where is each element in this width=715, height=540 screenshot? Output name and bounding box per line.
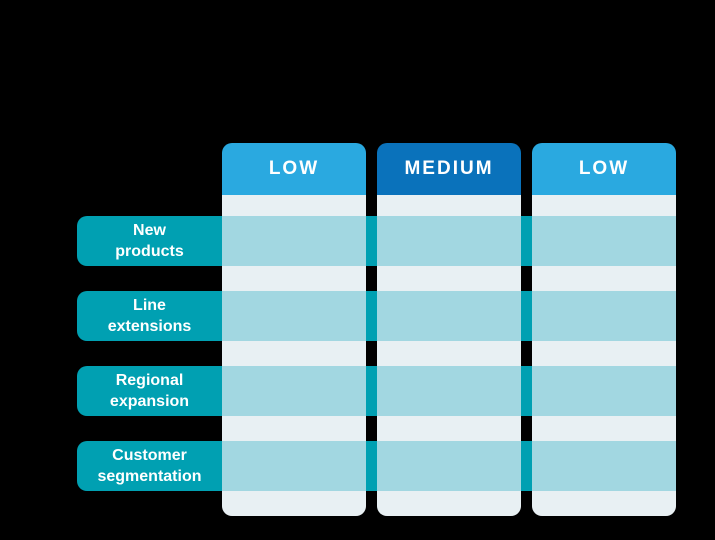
matrix-cell-r2-c2 <box>377 291 521 341</box>
matrix-cell-r1-c2 <box>377 216 521 266</box>
row-label-regional-expansion: Regional expansion <box>77 366 222 416</box>
matrix-cell-r4-c1 <box>222 441 366 491</box>
row-gap-band <box>532 341 676 366</box>
row-label-line: New <box>133 222 166 239</box>
column-header-low-2: LOW <box>532 143 676 195</box>
row-gap-band <box>222 266 366 291</box>
row-label-line: extensions <box>107 318 192 335</box>
row-label-line: Customer <box>112 447 187 464</box>
row-gap-band <box>377 341 521 366</box>
row-gap-band <box>532 266 676 291</box>
row-gap-band <box>532 195 676 216</box>
row-label-line: Line <box>133 297 166 314</box>
row-gap-band <box>532 491 676 516</box>
row-label-line: segmentation <box>97 468 202 485</box>
row-gap-band <box>377 416 521 441</box>
row-gap-band <box>222 195 366 216</box>
row-gap-band <box>222 341 366 366</box>
row-gap-band <box>377 266 521 291</box>
row-gap-band <box>532 416 676 441</box>
row-gap-band <box>222 416 366 441</box>
row-label-new-products: New products <box>77 216 222 266</box>
row-label-line: expansion <box>109 393 190 410</box>
row-gap-band <box>377 491 521 516</box>
row-label-line: Regional <box>115 372 184 389</box>
matrix-cell-r1-c1 <box>222 216 366 266</box>
matrix-column-3: LOW <box>532 143 676 516</box>
matrix-column-1: LOW <box>222 143 366 516</box>
row-label-line: products <box>115 243 184 260</box>
matrix-cell-r1-c3 <box>532 216 676 266</box>
row-gap-band <box>377 195 521 216</box>
row-label-customer-segmentation: Customer segmentation <box>77 441 222 491</box>
matrix-cell-r2-c3 <box>532 291 676 341</box>
matrix-cell-r3-c2 <box>377 366 521 416</box>
matrix-cell-r4-c3 <box>532 441 676 491</box>
column-header-low-1: LOW <box>222 143 366 195</box>
matrix-cell-r3-c1 <box>222 366 366 416</box>
row-label-line-extensions: Line extensions <box>77 291 222 341</box>
matrix-column-2: MEDIUM <box>377 143 521 516</box>
matrix-cell-r2-c1 <box>222 291 366 341</box>
matrix-cell-r3-c3 <box>532 366 676 416</box>
row-gap-band <box>222 491 366 516</box>
column-header-medium: MEDIUM <box>377 143 521 195</box>
matrix-cell-r4-c2 <box>377 441 521 491</box>
